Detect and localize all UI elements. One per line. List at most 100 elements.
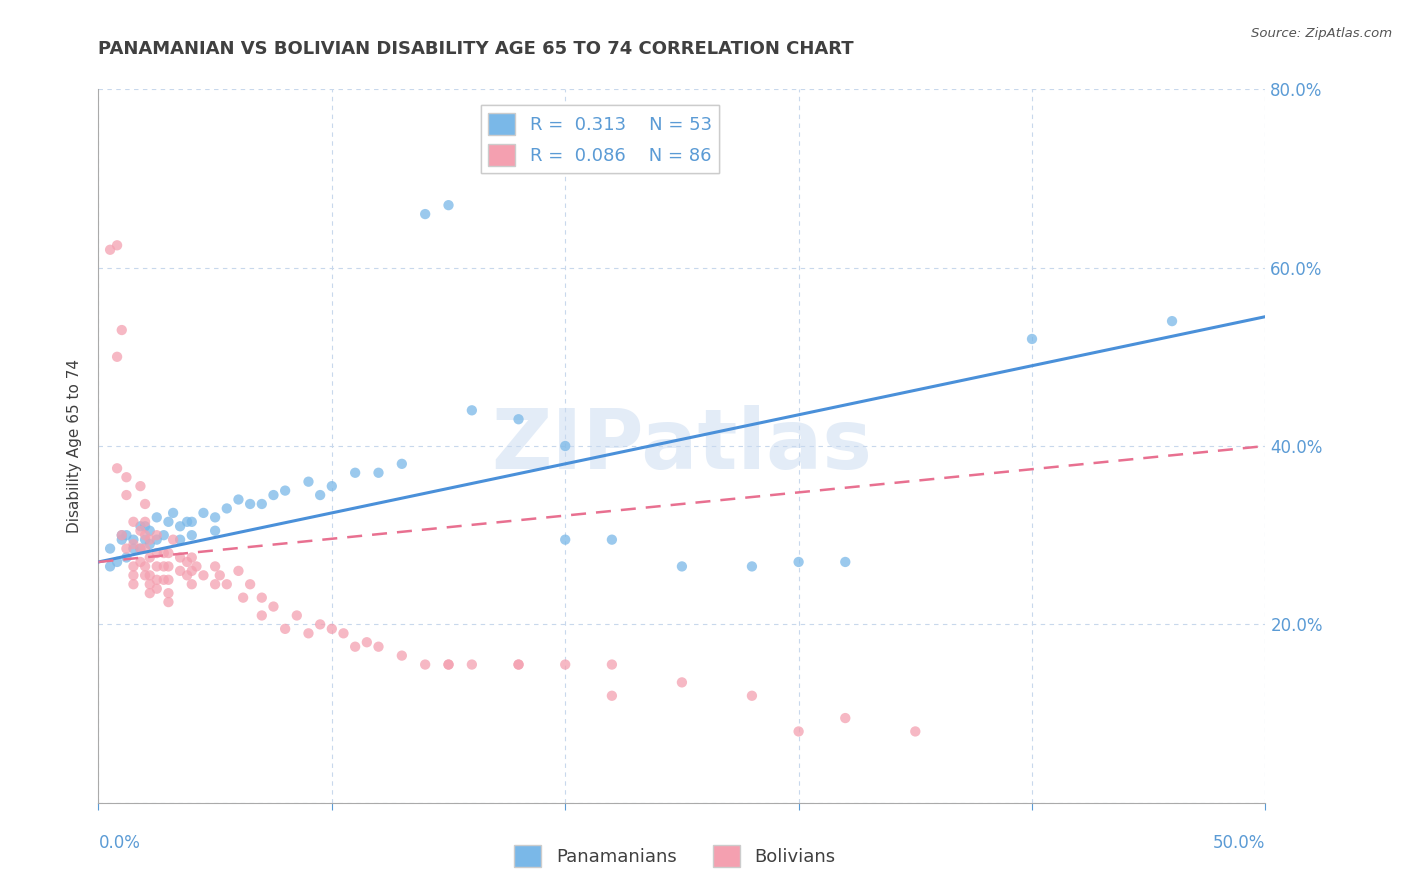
- Point: [134, 515, 156, 529]
- Point: [262, 599, 284, 614]
- Point: [274, 622, 297, 636]
- Point: [741, 689, 763, 703]
- Point: [98, 559, 121, 574]
- Point: [129, 519, 152, 533]
- Point: [228, 492, 250, 507]
- Point: [176, 555, 198, 569]
- Point: [600, 533, 623, 547]
- Point: [105, 461, 128, 475]
- Point: [274, 483, 297, 498]
- Point: [204, 559, 226, 574]
- Point: [134, 519, 156, 533]
- Point: [239, 577, 262, 591]
- Point: [146, 528, 169, 542]
- Point: [215, 577, 238, 591]
- Point: [157, 573, 180, 587]
- Point: [139, 533, 162, 547]
- Point: [105, 238, 128, 252]
- Point: [508, 412, 530, 426]
- Point: [461, 403, 484, 417]
- Point: [169, 550, 191, 565]
- Point: [115, 550, 138, 565]
- Point: [180, 564, 202, 578]
- Point: [180, 550, 202, 565]
- Point: [169, 564, 191, 578]
- Point: [228, 564, 250, 578]
- Point: [111, 528, 134, 542]
- Point: [115, 470, 138, 484]
- Point: [461, 657, 484, 672]
- Point: [139, 537, 162, 551]
- Point: [122, 559, 145, 574]
- Point: [157, 546, 180, 560]
- Point: [391, 648, 413, 663]
- Point: [139, 586, 162, 600]
- Point: [98, 541, 121, 556]
- Point: [129, 541, 152, 556]
- Point: [134, 541, 156, 556]
- Point: [356, 635, 378, 649]
- Point: [157, 559, 180, 574]
- Point: [741, 559, 763, 574]
- Point: [162, 506, 184, 520]
- Point: [157, 586, 180, 600]
- Point: [671, 675, 693, 690]
- Point: [250, 497, 273, 511]
- Point: [413, 207, 436, 221]
- Point: [1161, 314, 1184, 328]
- Text: Source: ZipAtlas.com: Source: ZipAtlas.com: [1251, 27, 1392, 40]
- Y-axis label: Disability Age 65 to 74: Disability Age 65 to 74: [67, 359, 83, 533]
- Point: [180, 515, 202, 529]
- Point: [193, 506, 215, 520]
- Point: [111, 533, 134, 547]
- Point: [186, 559, 208, 574]
- Point: [367, 640, 389, 654]
- Point: [134, 497, 156, 511]
- Point: [204, 524, 226, 538]
- Point: [215, 501, 238, 516]
- Point: [1021, 332, 1043, 346]
- Point: [122, 537, 145, 551]
- Point: [157, 515, 180, 529]
- Point: [508, 657, 530, 672]
- Point: [146, 546, 169, 560]
- Point: [208, 568, 231, 582]
- Point: [297, 626, 319, 640]
- Point: [134, 559, 156, 574]
- Point: [157, 595, 180, 609]
- Point: [262, 488, 284, 502]
- Point: [152, 559, 174, 574]
- Point: [115, 488, 138, 502]
- Point: [554, 533, 576, 547]
- Text: PANAMANIAN VS BOLIVIAN DISABILITY AGE 65 TO 74 CORRELATION CHART: PANAMANIAN VS BOLIVIAN DISABILITY AGE 65…: [98, 40, 853, 58]
- Point: [129, 541, 152, 556]
- Point: [98, 243, 121, 257]
- Point: [122, 515, 145, 529]
- Point: [105, 555, 128, 569]
- Point: [122, 577, 145, 591]
- Point: [115, 528, 138, 542]
- Point: [332, 626, 354, 640]
- Point: [321, 622, 343, 636]
- Point: [367, 466, 389, 480]
- Point: [297, 475, 319, 489]
- Point: [250, 608, 273, 623]
- Point: [146, 533, 169, 547]
- Point: [508, 657, 530, 672]
- Point: [204, 510, 226, 524]
- Point: [437, 657, 460, 672]
- Point: [193, 568, 215, 582]
- Point: [162, 533, 184, 547]
- Point: [139, 550, 162, 565]
- Point: [239, 497, 262, 511]
- Point: [152, 528, 174, 542]
- Point: [834, 711, 856, 725]
- Point: [111, 323, 134, 337]
- Point: [413, 657, 436, 672]
- Point: [309, 617, 332, 632]
- Point: [285, 608, 308, 623]
- Point: [600, 657, 623, 672]
- Point: [787, 555, 810, 569]
- Point: [146, 573, 169, 587]
- Point: [176, 568, 198, 582]
